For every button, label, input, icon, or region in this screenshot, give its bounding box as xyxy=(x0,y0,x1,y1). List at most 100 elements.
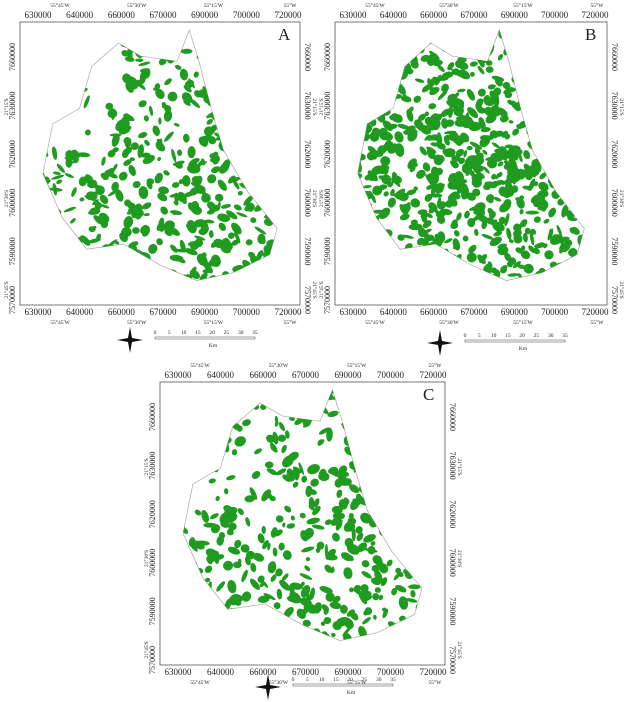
vegetation-patch xyxy=(570,147,581,154)
vegetation-patch xyxy=(367,257,378,265)
lon-label: 55°45'W xyxy=(365,2,385,9)
vegetation-patch xyxy=(549,122,558,134)
vegetation-patch xyxy=(463,267,473,276)
vegetation-patch xyxy=(575,203,584,214)
vegetation-patch xyxy=(355,178,359,183)
vegetation-patch xyxy=(203,634,216,642)
vegetation-patch xyxy=(284,621,299,633)
vegetation-patch xyxy=(545,140,558,151)
vegetation-patch xyxy=(580,49,589,60)
vegetation-patch xyxy=(531,103,536,109)
vegetation-patch xyxy=(384,502,392,509)
vegetation-patch xyxy=(184,620,199,636)
vegetation-patch xyxy=(582,249,587,255)
vegetation-patch xyxy=(543,102,548,111)
vegetation-patch xyxy=(428,32,440,41)
vegetation-patch xyxy=(562,285,573,296)
vegetation-patch xyxy=(358,227,371,240)
vegetation-patch xyxy=(202,63,212,73)
vegetation-patch xyxy=(302,634,308,639)
vegetation-patch xyxy=(374,66,378,72)
vegetation-patch xyxy=(206,440,211,447)
vegetation-patch xyxy=(256,38,267,51)
vegetation-patch xyxy=(366,49,372,57)
vegetation-patch xyxy=(411,472,421,482)
vegetation-patch xyxy=(531,51,542,62)
vegetation-patch xyxy=(38,223,50,234)
vegetation-patch xyxy=(421,532,432,544)
vegetation-patch xyxy=(300,637,309,646)
vegetation-patch xyxy=(420,283,427,291)
vegetation-patch xyxy=(40,243,53,258)
vegetation-patch xyxy=(435,271,449,285)
vegetation-patch xyxy=(574,277,582,285)
y-tick-label: 7660000 xyxy=(323,43,332,71)
vegetation-patch xyxy=(198,590,208,601)
vegetation-patch xyxy=(383,464,392,475)
vegetation-patch xyxy=(251,128,261,138)
vegetation-patch xyxy=(278,618,292,630)
vegetation-patch xyxy=(236,70,251,82)
x-tick-label: 670000 xyxy=(461,10,489,20)
scale-tick: 30 xyxy=(238,330,244,336)
vegetation-patch xyxy=(579,153,590,163)
vegetation-patch xyxy=(264,622,273,632)
vegetation-patch xyxy=(349,265,362,278)
vegetation-patch xyxy=(390,63,400,74)
vegetation-patch xyxy=(391,450,403,462)
vegetation-patch xyxy=(549,284,560,290)
vegetation-patch xyxy=(233,50,246,58)
vegetation-patch xyxy=(455,274,469,286)
vegetation-patch xyxy=(51,285,63,293)
vegetation-patch xyxy=(181,554,190,562)
vegetation-patch xyxy=(574,266,581,274)
vegetation-patch xyxy=(351,53,365,65)
vegetation-patch xyxy=(181,506,187,513)
vegetation-patch xyxy=(276,188,288,196)
y-tick-label: 7660000 xyxy=(303,43,312,71)
vegetation-patch xyxy=(577,95,583,103)
vegetation-patch xyxy=(352,99,365,113)
x-tick-label: 690000 xyxy=(335,370,363,380)
vegetation-patch xyxy=(523,115,537,122)
vegetation-patch xyxy=(349,219,360,229)
vegetation-patch xyxy=(385,641,395,651)
vegetation-patch xyxy=(262,174,272,184)
lon-label: 55°W xyxy=(284,2,298,9)
lon-label: 55°15'W xyxy=(513,319,533,326)
vegetation-patch xyxy=(366,437,373,443)
vegetation-patch xyxy=(535,45,543,52)
vegetation-patch xyxy=(219,118,233,127)
vegetation-patch xyxy=(405,390,415,398)
vegetation-patch xyxy=(542,54,546,60)
vegetation-patch xyxy=(481,35,492,45)
lon-label: 55°W xyxy=(429,679,443,686)
vegetation-patch xyxy=(220,96,234,109)
vegetation-patch xyxy=(239,625,248,640)
vegetation-patch xyxy=(358,254,367,260)
lon-label: 55°45'W xyxy=(50,319,70,326)
vegetation-patch xyxy=(510,32,516,37)
vegetation-patch xyxy=(249,53,256,66)
vegetation-patch xyxy=(45,282,51,291)
vegetation-patch xyxy=(34,244,50,261)
vegetation-patch xyxy=(412,253,423,264)
x-tick-label: 720000 xyxy=(420,667,448,677)
x-tick-label: 630000 xyxy=(25,307,53,317)
vegetation-patch xyxy=(585,260,591,274)
vegetation-patch xyxy=(337,397,344,403)
x-tick-label: 640000 xyxy=(380,307,408,317)
vegetation-patch xyxy=(188,633,199,642)
vegetation-patch xyxy=(213,614,224,625)
y-tick-label: 7590000 xyxy=(448,597,457,625)
vegetation-patch xyxy=(389,252,400,263)
vegetation-patch xyxy=(574,84,585,95)
x-tick-label: 640000 xyxy=(66,10,94,20)
lon-label: 55°30'W xyxy=(269,679,289,686)
vegetation-patch xyxy=(358,465,367,471)
vegetation-patch xyxy=(396,457,407,465)
vegetation-patch xyxy=(461,38,473,48)
lon-label: 55°W xyxy=(591,319,605,326)
vegetation-patch xyxy=(269,172,280,183)
vegetation-patch xyxy=(365,459,371,467)
